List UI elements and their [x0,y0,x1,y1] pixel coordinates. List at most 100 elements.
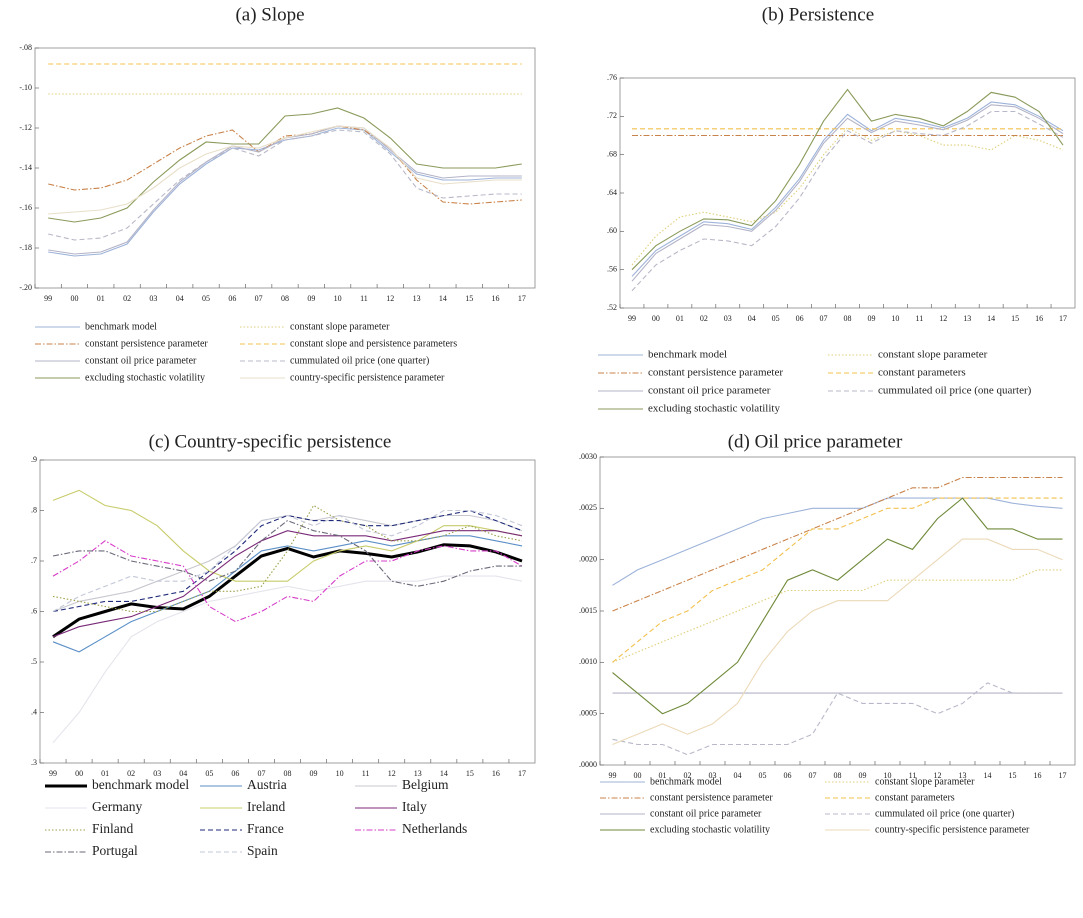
x-tick-label: 02 [700,314,708,323]
x-tick-label: 16 [492,769,500,778]
x-tick-label: 07 [809,771,817,780]
x-tick-label: 17 [518,294,526,303]
legend-label: country-specific persistence parameter [875,824,1030,835]
x-tick-label: 01 [676,314,684,323]
x-tick-label: 09 [310,769,318,778]
x-tick-label: 14 [984,771,992,780]
y-tick-label: .56 [607,264,617,273]
y-tick-label: .5 [31,657,37,666]
series-line [52,509,523,612]
series-line [48,129,522,241]
x-tick-label: 10 [884,771,892,780]
y-tick-label: .0005 [579,708,597,717]
x-tick-label: 07 [820,314,828,323]
legend-label: constant persistence parameter [650,792,773,803]
legend-label: constant persistence parameter [85,338,208,349]
legend-label: constant parameters [878,367,966,379]
x-tick-label: 99 [628,314,636,323]
y-tick-label: -.08 [19,43,32,52]
x-tick-label: 12 [388,769,396,778]
legend-label: constant persistence parameter [648,367,783,379]
x-tick-label: 02 [127,769,135,778]
series-line [612,682,1063,756]
series-line [48,125,522,215]
x-tick-label: 14 [440,769,448,778]
legend-label: France [247,821,284,836]
y-tick-label: .3 [31,758,37,767]
x-tick-label: 08 [284,769,292,778]
series-line [631,127,1064,266]
x-tick-label: 11 [360,294,368,303]
x-tick-label: 15 [1009,771,1017,780]
y-tick-label: .4 [31,707,37,716]
series-line [612,497,1063,715]
x-tick-label: 13 [414,769,422,778]
legend-label: Belgium [402,777,449,792]
x-tick-label: 13 [413,294,421,303]
x-tick-label: 99 [609,771,617,780]
x-tick-label: 14 [439,294,447,303]
legend-label: constant slope and persistence parameter… [290,338,457,349]
y-tick-label: .76 [607,73,617,82]
y-tick-label: .68 [607,149,617,158]
legend-label: Italy [402,799,427,814]
x-tick-label: 04 [176,294,184,303]
legend-label: Germany [92,799,142,814]
series-line [52,535,523,653]
y-tick-label: .64 [607,188,617,197]
series-line [52,489,523,582]
x-tick-label: 06 [796,314,804,323]
legend-label: Netherlands [402,821,467,836]
x-tick-label: 14 [987,314,995,323]
x-tick-label: 08 [844,314,852,323]
series-line [631,101,1064,277]
y-tick-label: .0015 [579,606,597,615]
legend-label: benchmark model [648,349,727,361]
x-tick-label: 05 [759,771,767,780]
chart-title: (a) Slope [235,4,304,25]
legend-label: cummulated oil price (one quarter) [878,385,1032,397]
legend-label: Spain [247,843,278,858]
y-tick-label: .0020 [579,554,597,563]
series-line [612,569,1063,663]
x-tick-label: 17 [518,769,526,778]
x-tick-label: 00 [652,314,660,323]
x-tick-label: 15 [1011,314,1019,323]
x-tick-label: 08 [834,771,842,780]
series-line [52,514,523,613]
panel: (c) Country-specific persistence .3 .4 .5 .6… [31,431,536,858]
panel: (d) Oil price parameter .0000 .0005 .0010 .0… [579,431,1076,835]
y-tick-label: -.12 [19,123,32,132]
legend-label: country-specific persistence parameter [290,372,445,383]
legend-label: constant oil price parameter [85,355,197,366]
plot-frame [619,77,1076,309]
y-tick-label: .60 [607,226,617,235]
x-tick-label: 10 [334,294,342,303]
legend-label: Ireland [247,799,285,814]
chart-title: (c) Country-specific persistence [149,431,392,452]
x-tick-label: 03 [724,314,732,323]
x-tick-label: 11 [909,771,917,780]
x-tick-label: 05 [205,769,213,778]
x-tick-label: 06 [784,771,792,780]
x-tick-label: 12 [934,771,942,780]
y-tick-label: .9 [31,455,37,464]
x-tick-label: 02 [684,771,692,780]
x-tick-label: 07 [257,769,265,778]
x-tick-label: 16 [1035,314,1043,323]
series-line [631,88,1064,271]
legend-label: constant slope parameter [878,349,988,361]
x-tick-label: 12 [939,314,947,323]
legend-label: excluding stochastic volatility [648,403,780,415]
legend-label: constant parameters [875,792,955,803]
legend-label: cummulated oil price (one quarter) [290,355,429,366]
series-line [631,104,1064,282]
x-tick-label: 00 [634,771,642,780]
x-tick-label: 11 [915,314,923,323]
y-tick-label: -.18 [19,243,32,252]
x-tick-label: 13 [959,771,967,780]
x-tick-label: 12 [386,294,394,303]
legend-label: constant oil price parameter [650,808,762,819]
x-tick-label: 11 [362,769,370,778]
x-tick-label: 08 [281,294,289,303]
